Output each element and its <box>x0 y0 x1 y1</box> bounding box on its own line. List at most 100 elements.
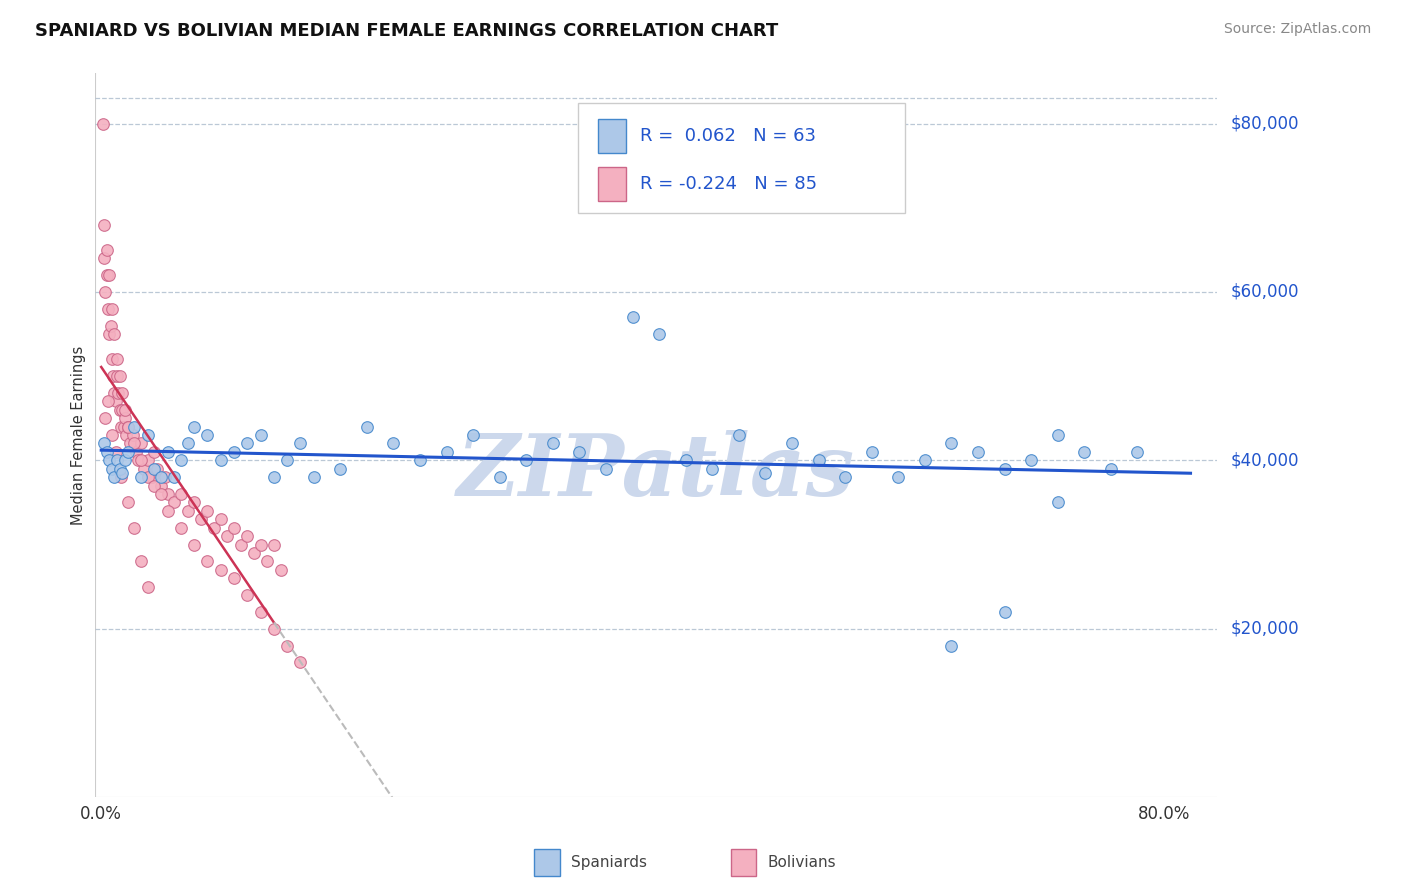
Point <box>98 326 121 341</box>
Text: $40,000: $40,000 <box>1232 451 1299 469</box>
Point <box>108 369 131 384</box>
Point <box>648 326 671 341</box>
Point <box>117 419 139 434</box>
Point <box>150 470 173 484</box>
Point <box>107 386 129 401</box>
Point <box>94 285 117 299</box>
Point <box>103 386 125 401</box>
Point <box>101 428 124 442</box>
Point <box>329 461 352 475</box>
Point <box>249 537 271 551</box>
Point <box>728 428 751 442</box>
Point <box>110 470 132 484</box>
Point <box>156 445 179 459</box>
Point <box>97 394 120 409</box>
Point <box>108 402 131 417</box>
Point <box>156 487 179 501</box>
Point <box>115 428 138 442</box>
Point <box>249 428 271 442</box>
Point <box>202 521 225 535</box>
Point <box>101 352 124 367</box>
Point <box>887 470 910 484</box>
Point <box>136 428 159 442</box>
Point <box>807 453 830 467</box>
Point <box>436 445 458 459</box>
Point <box>183 495 205 509</box>
Point <box>621 310 644 325</box>
Point <box>117 419 139 434</box>
Point <box>302 470 325 484</box>
Point <box>93 436 115 450</box>
Text: Bolivians: Bolivians <box>768 855 837 870</box>
Point <box>222 521 245 535</box>
Point <box>409 453 432 467</box>
Point <box>146 461 169 475</box>
Point <box>114 402 136 417</box>
Point <box>270 563 292 577</box>
Point <box>236 436 259 450</box>
Point <box>541 436 564 450</box>
Point <box>229 537 252 551</box>
Point <box>197 554 219 568</box>
Point <box>860 445 883 459</box>
Point <box>96 268 118 282</box>
Point <box>98 268 121 282</box>
Point <box>356 419 378 434</box>
Point <box>1046 428 1069 442</box>
Point <box>98 453 121 467</box>
Point <box>209 563 232 577</box>
Point <box>163 495 186 509</box>
Point <box>122 428 145 442</box>
Point <box>114 453 136 467</box>
Point <box>780 436 803 450</box>
Point <box>515 453 537 467</box>
Point <box>156 504 179 518</box>
Point <box>93 251 115 265</box>
Point <box>150 487 173 501</box>
Point <box>170 487 193 501</box>
Point <box>834 470 856 484</box>
Point <box>249 605 271 619</box>
Point <box>105 352 128 367</box>
Point <box>94 411 117 425</box>
Point <box>276 639 298 653</box>
Point <box>108 461 131 475</box>
Point <box>754 466 776 480</box>
Point <box>93 218 115 232</box>
Point <box>197 428 219 442</box>
Point <box>129 453 152 467</box>
Point <box>101 369 124 384</box>
Point <box>143 461 166 475</box>
Text: R = -0.224   N = 85: R = -0.224 N = 85 <box>640 175 817 193</box>
Point <box>96 243 118 257</box>
Point <box>993 461 1015 475</box>
Point <box>1126 445 1149 459</box>
Point <box>110 419 132 434</box>
Point <box>105 369 128 384</box>
Point <box>256 554 278 568</box>
Text: $80,000: $80,000 <box>1232 114 1299 133</box>
Point <box>1099 461 1122 475</box>
Text: Source: ZipAtlas.com: Source: ZipAtlas.com <box>1223 22 1371 37</box>
Point <box>170 453 193 467</box>
Point <box>163 470 186 484</box>
Point <box>263 470 285 484</box>
Point <box>101 301 124 316</box>
Point <box>993 605 1015 619</box>
Point <box>941 436 963 450</box>
Point <box>1073 445 1095 459</box>
Point <box>209 453 232 467</box>
Point <box>125 445 148 459</box>
Text: Spaniards: Spaniards <box>571 855 647 870</box>
Point <box>1046 495 1069 509</box>
Point <box>222 571 245 585</box>
Point <box>129 470 152 484</box>
Point <box>96 445 118 459</box>
Point <box>141 470 163 484</box>
Point <box>176 436 198 450</box>
Point <box>176 504 198 518</box>
Point <box>112 419 135 434</box>
Point <box>153 470 176 484</box>
Point <box>129 436 152 450</box>
Point <box>382 436 405 450</box>
